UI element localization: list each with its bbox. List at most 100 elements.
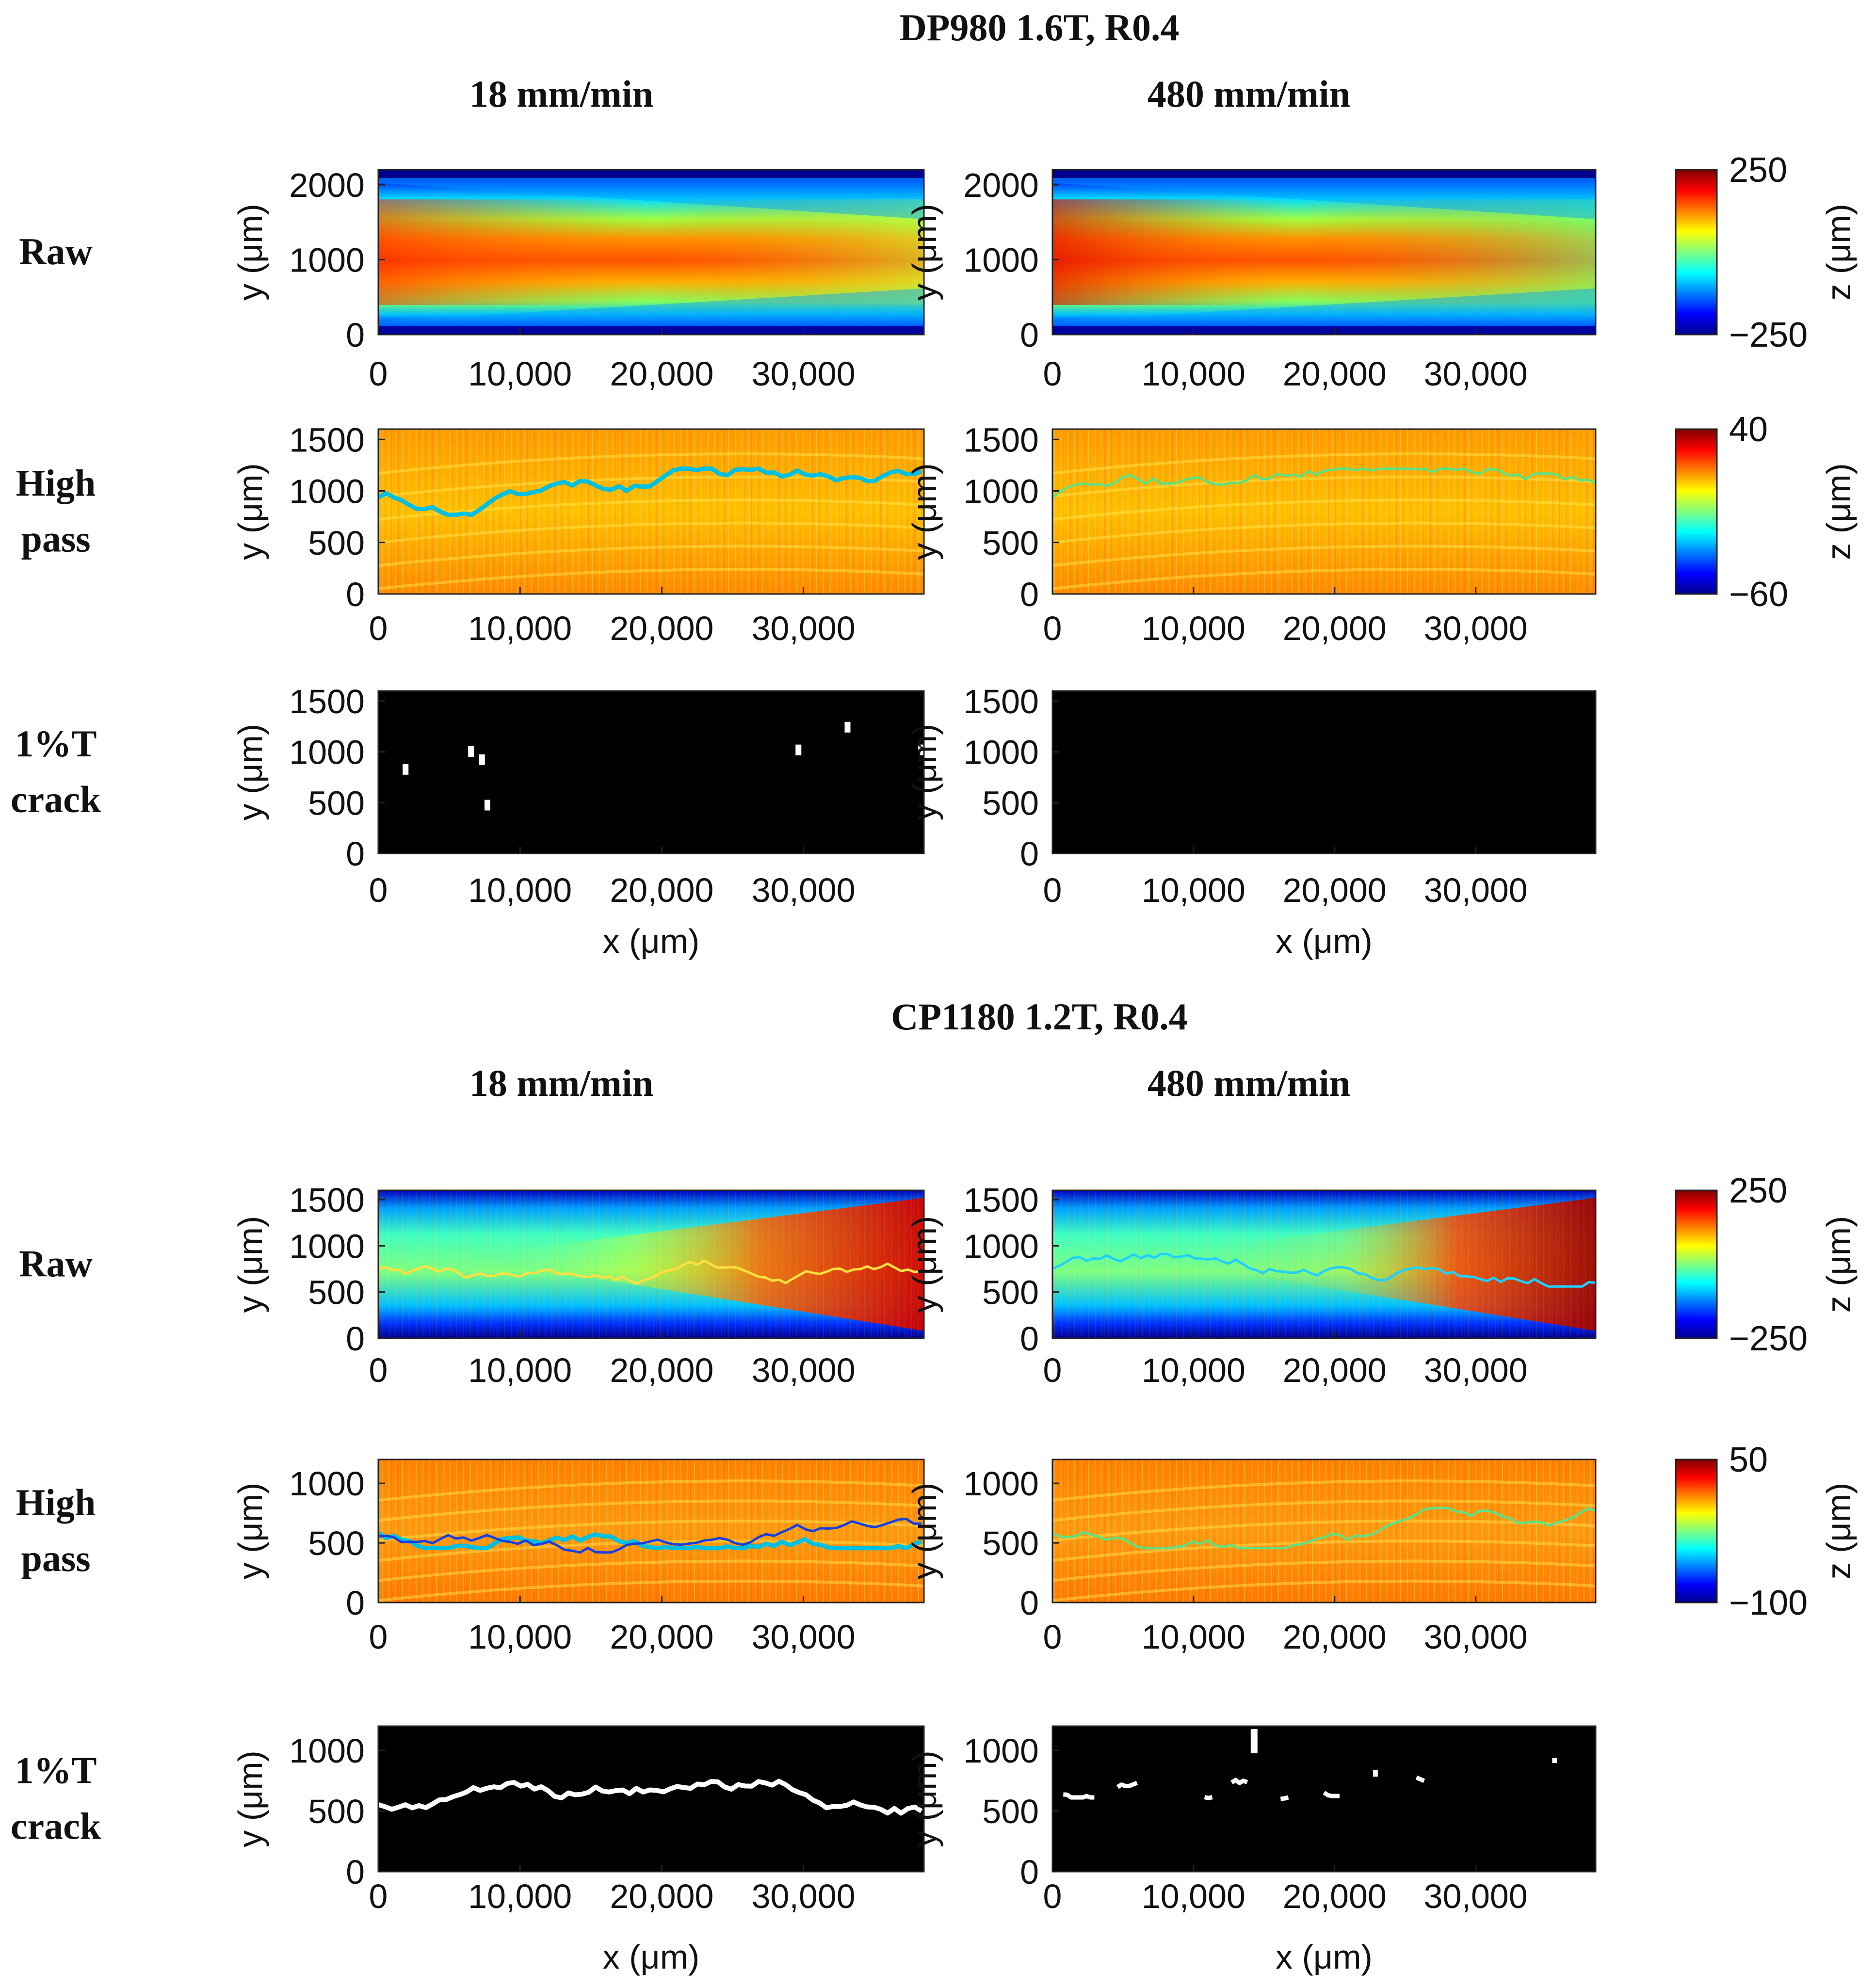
panel-0-2-1: 0 500 1000 1500 0 10,000 20,000 30,000 y (μm) x (… <box>905 683 1597 960</box>
crack-trace <box>1415 1775 1425 1783</box>
x-tick-label: 10,000 <box>468 355 572 393</box>
x-tick-label: 20,000 <box>610 609 713 647</box>
x-tick-label: 10,000 <box>468 1877 572 1915</box>
colorbar: 40 −60 z (μm) <box>1675 410 1858 614</box>
crack-trace <box>378 1259 922 1285</box>
column-label: 18 mm/min <box>469 73 653 115</box>
x-axis-label: x (μm) <box>603 922 700 960</box>
axes-frame <box>377 169 925 336</box>
y-tick-label: 1000 <box>963 734 1039 771</box>
y-axis-label: y (μm) <box>231 1216 269 1313</box>
heatmap-image <box>378 1726 924 1872</box>
y-tick-label: 1000 <box>963 1465 1039 1503</box>
crack-pixel <box>479 754 485 765</box>
axes-frame <box>1051 1725 1597 1873</box>
x-tick-label: 10,000 <box>1142 355 1245 393</box>
y-tick-label: 0 <box>346 1584 365 1622</box>
y-tick-label: 1000 <box>289 473 365 511</box>
y-tick-label: 1000 <box>963 241 1039 279</box>
panel-1-2-1: 0 500 1000 0 10,000 20,000 30,000 y (μm) x (μm) <box>905 1725 1597 1976</box>
heatmap-image <box>1052 429 1596 594</box>
axes-frame <box>377 1189 925 1339</box>
row-label: crack <box>11 1805 101 1847</box>
row-label: Raw <box>19 1243 93 1285</box>
x-tick-label: 10,000 <box>1142 871 1245 909</box>
crack-pixel <box>468 746 474 757</box>
crack-trace <box>378 1531 922 1551</box>
column-label: 480 mm/min <box>1148 73 1350 115</box>
colorbar-scale <box>1675 1189 1718 1339</box>
axes-frame <box>1051 428 1597 595</box>
colorbar-label: z (μm) <box>1820 1216 1858 1313</box>
axes-frame <box>1051 1189 1597 1339</box>
y-tick-label: 0 <box>346 316 365 354</box>
y-axis-label: y (μm) <box>231 1750 269 1847</box>
y-tick-label: 0 <box>1020 576 1039 613</box>
y-axis-label: y (μm) <box>905 724 943 821</box>
colorbar-scale <box>1675 169 1718 336</box>
y-tick-label: 0 <box>346 835 365 873</box>
row-label: Raw <box>19 230 93 273</box>
axes-frame <box>1051 1459 1597 1603</box>
row-label: pass <box>21 1537 90 1579</box>
heatmap-image <box>378 170 924 335</box>
y-axis-label: y (μm) <box>905 1483 943 1580</box>
crack-trace <box>378 1779 923 1816</box>
y-tick-label: 1000 <box>289 1465 365 1503</box>
y-tick-label: 1000 <box>289 241 365 279</box>
row-label: 1%T <box>15 722 97 765</box>
colorbar-label: z (μm) <box>1820 463 1858 560</box>
y-tick-label: 1000 <box>963 1732 1039 1770</box>
section-title: DP980 1.6T, R0.4 <box>899 6 1179 48</box>
colorbar-label: z (μm) <box>1820 1483 1858 1580</box>
x-tick-label: 30,000 <box>752 609 856 647</box>
y-tick-label: 500 <box>982 784 1039 822</box>
y-tick-label: 1000 <box>289 734 365 771</box>
axes-frame <box>1051 169 1597 336</box>
y-tick-label: 0 <box>1020 1853 1039 1891</box>
crack-trace <box>1052 1252 1596 1288</box>
y-tick-label: 1000 <box>963 1227 1039 1265</box>
axes-frame <box>377 428 925 595</box>
x-tick-label: 20,000 <box>1283 871 1387 909</box>
x-tick-label: 0 <box>369 1877 388 1915</box>
y-axis-label: y (μm) <box>905 1750 943 1847</box>
heatmap-image <box>378 1459 924 1603</box>
panel-1-1-1: 0 500 1000 0 10,000 20,000 30,000 y (μm) <box>905 1459 1597 1656</box>
heatmap-image <box>1052 170 1596 335</box>
row-label: crack <box>11 778 101 820</box>
colorbar-min-label: −250 <box>1729 316 1808 354</box>
x-tick-label: 0 <box>1043 1618 1062 1656</box>
crack-trace <box>1063 1792 1095 1800</box>
y-tick-label: 500 <box>982 1793 1039 1830</box>
x-tick-label: 0 <box>369 1618 388 1656</box>
y-tick-label: 500 <box>308 1274 365 1312</box>
panel-0-2-0: 0 500 1000 1500 0 10,000 20,000 30,000 y (μm) x (… <box>231 683 925 960</box>
colorbar: 250 −250 z (μm) <box>1675 151 1858 354</box>
x-tick-label: 0 <box>1043 1351 1062 1389</box>
x-tick-label: 30,000 <box>1424 871 1528 909</box>
x-axis-label: x (μm) <box>1276 1938 1373 1976</box>
colorbar-scale <box>1675 428 1718 595</box>
axes-frame <box>377 1725 925 1873</box>
y-tick-label: 500 <box>308 784 365 822</box>
y-tick-label: 2000 <box>963 166 1039 204</box>
panel-1-1-0: 0 500 1000 0 10,000 20,000 30,000 y (μm) <box>231 1459 925 1656</box>
section-title: CP1180 1.2T, R0.4 <box>891 995 1188 1038</box>
colorbar: 50 −100 z (μm) <box>1675 1441 1858 1622</box>
y-axis-label: y (μm) <box>231 724 269 821</box>
colorbar-label: z (μm) <box>1820 204 1858 301</box>
crack-trace <box>378 1517 922 1554</box>
y-tick-label: 1000 <box>289 1732 365 1770</box>
x-axis-label: x (μm) <box>1276 922 1373 960</box>
x-tick-label: 20,000 <box>610 871 713 909</box>
y-tick-label: 0 <box>1020 1320 1039 1358</box>
x-tick-label: 0 <box>369 871 388 909</box>
row-label: High <box>16 462 96 504</box>
crack-trace <box>1204 1795 1213 1800</box>
y-tick-label: 500 <box>308 1524 365 1562</box>
heatmap-image <box>1052 1726 1596 1872</box>
crack-pixel <box>1250 1729 1258 1753</box>
y-tick-label: 1000 <box>289 1227 365 1265</box>
